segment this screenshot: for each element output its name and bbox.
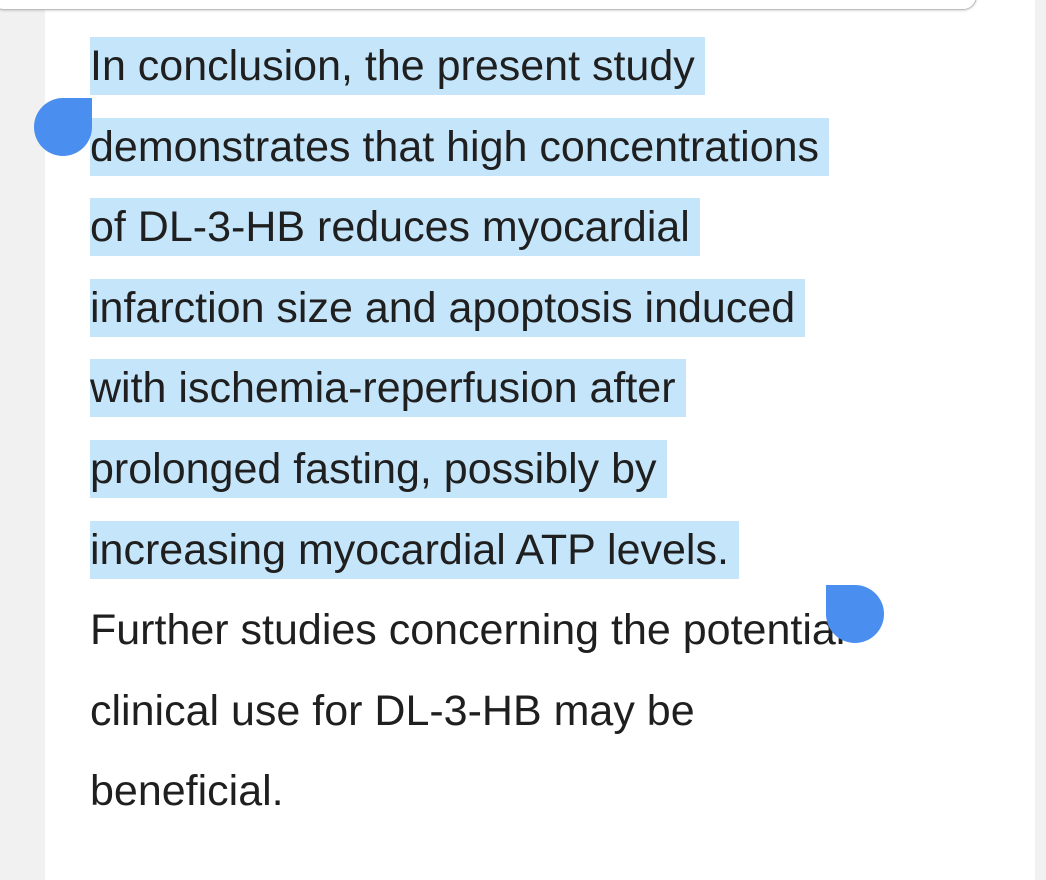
selected-text-line: demonstrates that high concentrations (90, 117, 830, 176)
selected-text-line: of DL-3-HB reduces myocardial (90, 198, 700, 257)
card-edge (0, 0, 977, 10)
text-line: beneficial. (90, 767, 284, 816)
selected-text-line: with ischemia-reperfusion after (90, 359, 686, 418)
selection-start-handle[interactable] (34, 98, 92, 156)
selected-text-line: increasing myocardial ATP levels. (90, 520, 739, 579)
selected-text-line: infarction size and apoptosis induced (90, 278, 806, 337)
selected-text-line: In conclusion, the present study (90, 37, 705, 95)
text-line: clinical use for DL-3-HB may be (90, 686, 695, 735)
selection-end-handle[interactable] (826, 585, 884, 643)
selected-text-line: prolonged fasting, possibly by (90, 440, 667, 498)
text-line: Further studies concerning the potential (90, 606, 846, 655)
